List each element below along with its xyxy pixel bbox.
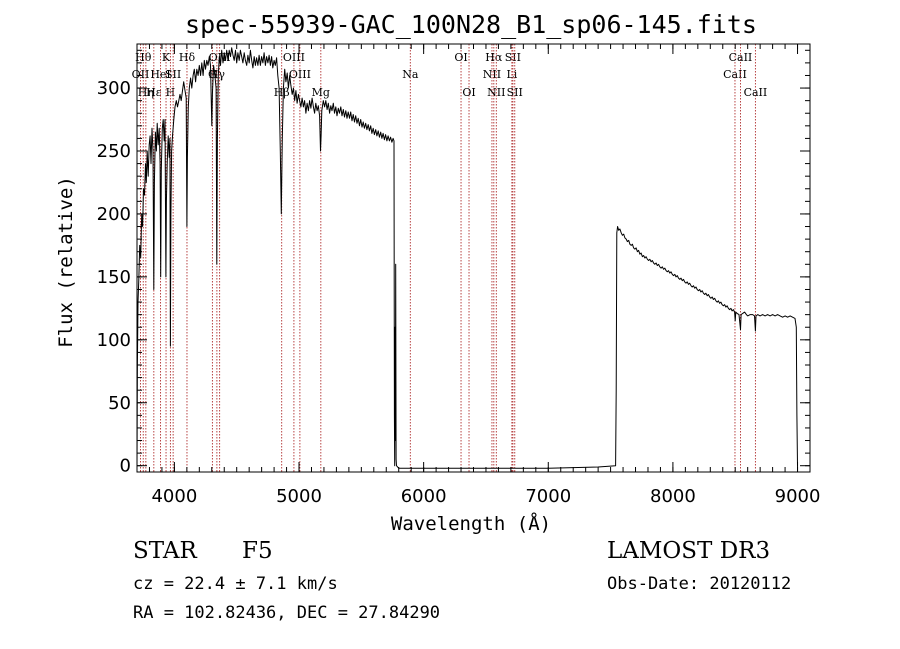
x-tick-label: 8000: [650, 486, 696, 507]
spectral-line-label-21: NII: [487, 86, 505, 99]
spectral-line-label-13: OIII: [283, 51, 305, 64]
spectral-line-label-20: Hα: [485, 51, 503, 64]
object-class: STAR: [133, 538, 197, 564]
y-tick-label: 150: [97, 267, 131, 288]
y-axis-label: Flux (relative): [55, 176, 77, 348]
x-axis-label: Wavelength (Å): [391, 512, 551, 535]
y-tick-label: 200: [97, 204, 131, 225]
spectral-line-label-18: OI: [462, 86, 475, 99]
spectral-line-label-22: Li: [506, 68, 517, 81]
spectral-line-label-7: SII: [165, 68, 181, 81]
spectral-line-label-27: CaII: [744, 86, 768, 99]
spectral-lines-layer: HθOIIHηHεHeIKHSIIHδGHγOIIIHβOIIIOIIIMgNa…: [132, 44, 768, 472]
spectral-line-label-17: OI: [454, 51, 467, 64]
spectral-line-label-24: SII: [507, 86, 523, 99]
x-tick-label: 6000: [401, 486, 447, 507]
spectral-line-label-6: H: [166, 86, 176, 99]
spectral-line-label-15: Mg: [312, 86, 330, 99]
spectral-line-label-26: CaII: [729, 51, 753, 64]
spectral-line-label-3: Hε: [146, 86, 162, 99]
spectral-line-label-9: G: [208, 68, 217, 81]
spectral-line-label-5: K: [162, 51, 171, 64]
y-tick-label: 0: [120, 456, 131, 477]
y-tick-label: 250: [97, 141, 131, 162]
x-tick-label: 4000: [151, 486, 197, 507]
series-line-flux: [136, 47, 798, 469]
y-tick-label: 50: [108, 393, 131, 414]
survey-name: LAMOST DR3: [607, 538, 771, 564]
x-tick-label: 5000: [276, 486, 322, 507]
redshift-cz: cz = 22.4 ± 7.1 km/s: [133, 574, 338, 594]
axis-ticks-layer: 4000 5000 6000 7000 8000 9000 0 50 100 150 200 250 3…: [97, 44, 821, 507]
x-tick-label: 7000: [525, 486, 571, 507]
spectral-line-label-16: Na: [402, 68, 419, 81]
series-layer: [136, 47, 798, 469]
spectral-line-label-1: OII: [132, 68, 150, 81]
spectral-line-label-19: NII: [483, 68, 501, 81]
chart-title: spec-55939-GAC_100N28_B1_sp06-145.fits: [185, 10, 757, 39]
spectral-line-label-14: OIII: [289, 68, 311, 81]
spectral-line-label-23: SII: [505, 51, 521, 64]
y-tick-label: 100: [97, 330, 131, 351]
plot-frame: [136, 43, 811, 473]
x-tick-label: 9000: [775, 486, 821, 507]
spectral-line-label-8: Hδ: [179, 51, 196, 64]
spectral-line-label-25: CaII: [723, 68, 747, 81]
y-tick-label: 300: [97, 78, 131, 99]
spectral-line-label-0: Hθ: [135, 51, 152, 64]
coordinates: RA = 102.82436, DEC = 27.84290: [133, 603, 441, 623]
object-subclass: F5: [242, 538, 273, 564]
observation-date: Obs-Date: 20120112: [607, 574, 792, 594]
spectral-line-label-2: Hη: [138, 86, 154, 99]
spectral-line-label-12: Hβ: [274, 86, 290, 99]
